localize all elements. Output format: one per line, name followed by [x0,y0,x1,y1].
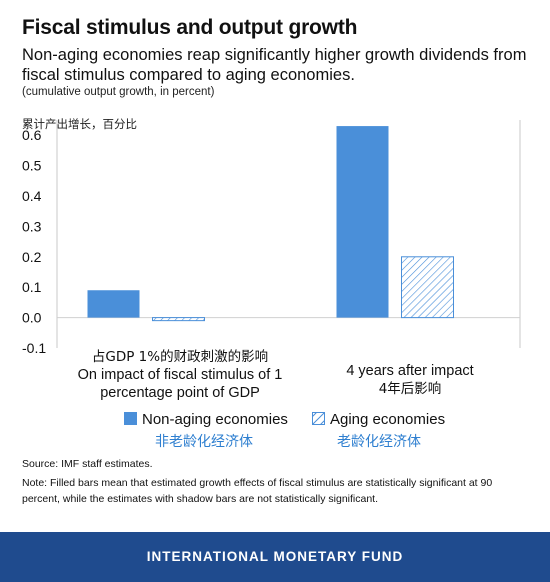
y-tick-label: 0.6 [22,127,42,143]
chart-title: Fiscal stimulus and output growth [22,16,358,39]
category-label-1-en: On impact of fiscal stimulus of 1 percen… [77,367,283,401]
legend-label-non-aging: Non-aging economies [142,411,288,428]
bar-chart: -0.1 0.0 0.1 0.2 0.3 0.4 0.5 0.6 [22,120,521,356]
y-tick-label: -0.1 [22,340,46,356]
bar-non-aging-1 [87,290,140,318]
y-tick-label: 0.0 [22,310,42,326]
category-label-1-cn: 占GDP 1%的财政刺激的影响 [91,349,269,365]
y-tick-label: 0.5 [22,158,42,174]
legend-item-aging: Aging economies [312,411,445,428]
legend-swatch-hatched [312,412,325,425]
legend-label-aging: Aging economies [330,411,446,428]
legend-swatch-solid [124,412,137,425]
category-label-2: 4 years after impact 4年后影响 [320,362,500,398]
bar-aging-1 [152,317,205,322]
y-tick-label: 0.1 [22,279,42,295]
source-note: Source: IMF staff estimates. [22,458,153,470]
unit-label: (cumulative output growth, in percent) [22,86,215,98]
bar-non-aging-2 [336,126,389,318]
y-tick-label: 0.3 [22,218,42,234]
category-label-2-cn: 4年后影响 [378,381,442,397]
significance-note: Note: Filled bars mean that estimated gr… [22,477,493,505]
category-label-2-en: 4 years after impact [346,363,474,379]
y-tick-label: 0.2 [22,249,42,265]
chart-subtitle: Non-aging economies reap significantly h… [22,46,527,84]
legend-item-non-aging: Non-aging economies [124,411,288,428]
legend-label-aging-cn: 老龄化经济体 [337,434,421,450]
legend-label-non-aging-cn: 非老龄化经济体 [155,434,253,450]
y-tick-label: 0.4 [22,188,42,204]
bar-aging-2 [401,256,454,319]
y-axis-label-cn: 累计产出增长，百分比 [22,117,137,131]
imf-footer-bar: INTERNATIONAL MONETARY FUND [0,532,550,582]
category-label-1: 占GDP 1%的财政刺激的影响 On impact of fiscal stim… [60,348,300,402]
footer-text: INTERNATIONAL MONETARY FUND [146,549,404,564]
